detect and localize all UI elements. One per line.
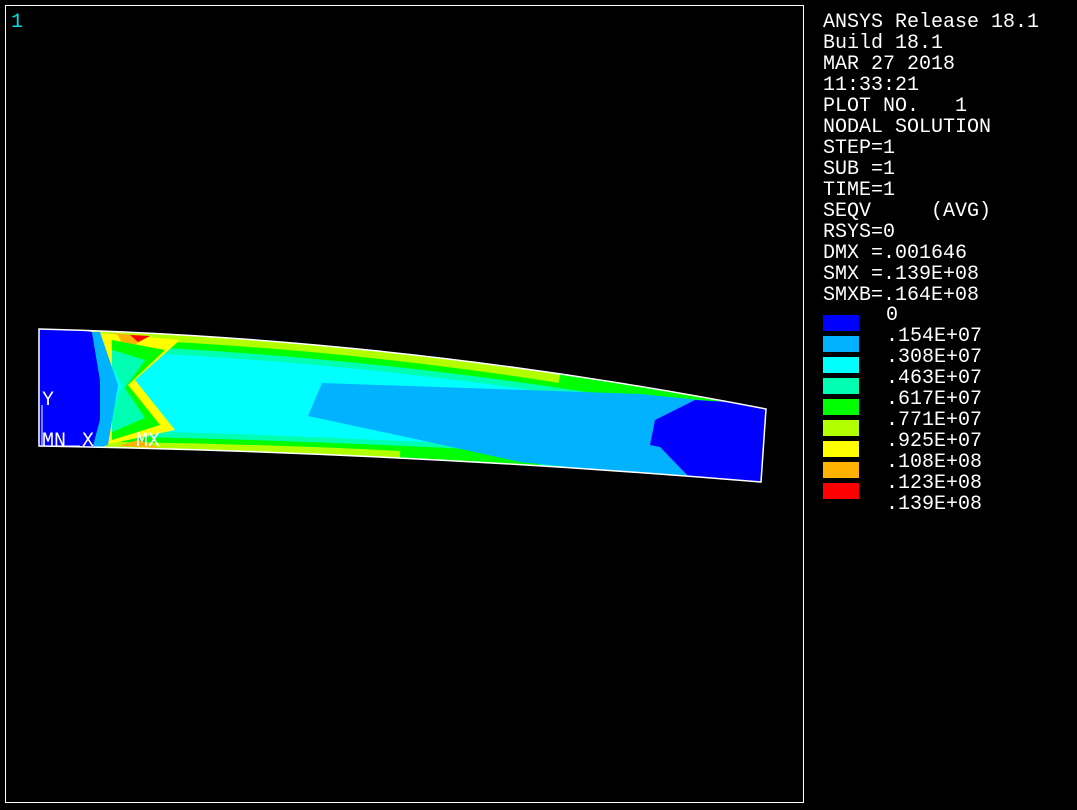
- legend-swatch: [823, 483, 859, 499]
- contour-band: [92, 332, 118, 450]
- legend: 0.154E+07.308E+07.463E+07.617E+07.771E+0…: [823, 304, 982, 516]
- model-label: MX: [136, 430, 160, 453]
- info-line: NODAL SOLUTION: [823, 116, 991, 139]
- model-labels: Y MN X MX: [42, 389, 160, 453]
- legend-swatch: [823, 462, 859, 478]
- legend-label: 0: [886, 304, 898, 327]
- window-number: 1: [11, 11, 23, 34]
- info-line: RSYS=0: [823, 221, 895, 244]
- legend-label: .139E+08: [886, 493, 982, 516]
- info-line: SMXB=.164E+08: [823, 284, 979, 307]
- legend-label: .925E+07: [886, 430, 982, 453]
- info-line: 11:33:21: [823, 74, 919, 97]
- contour-band: [308, 383, 766, 482]
- plot-frame: [5, 5, 804, 803]
- info-line: SUB =1: [823, 158, 895, 181]
- model-label: MN: [42, 430, 66, 453]
- info-line: PLOT NO. 1: [823, 95, 967, 118]
- info-line: STEP=1: [823, 137, 895, 160]
- legend-label: .123E+08: [886, 472, 982, 495]
- info-line: ANSYS Release 18.1: [823, 11, 1039, 34]
- legend-label: .154E+07: [886, 325, 982, 348]
- legend-swatch: [823, 420, 859, 436]
- legend-swatch: [823, 315, 859, 331]
- contour-band: [39, 329, 100, 450]
- legend-swatch: [823, 357, 859, 373]
- contour-band: [650, 400, 766, 482]
- legend-label: .308E+07: [886, 346, 982, 369]
- legend-label: .463E+07: [886, 367, 982, 390]
- info-line: DMX =.001646: [823, 242, 967, 265]
- legend-swatch: [823, 336, 859, 352]
- contour-band: [118, 440, 160, 448]
- legend-swatch: [823, 441, 859, 457]
- legend-swatch: [823, 378, 859, 394]
- legend-label: .617E+07: [886, 388, 982, 411]
- info-line: SEQV (AVG): [823, 200, 991, 223]
- model-label: X: [82, 430, 94, 453]
- contour-band: [130, 335, 150, 342]
- legend-label: .108E+08: [886, 451, 982, 474]
- beam-outline: [38, 328, 767, 483]
- legend-label: .771E+07: [886, 409, 982, 432]
- info-line: TIME=1: [823, 179, 895, 202]
- contour-band: [112, 350, 145, 432]
- info-line: Build 18.1: [823, 32, 943, 55]
- info-line: SMX =.139E+08: [823, 263, 979, 286]
- model-label: Y: [42, 389, 54, 412]
- legend-swatch: [823, 399, 859, 415]
- info-line: MAR 27 2018: [823, 53, 955, 76]
